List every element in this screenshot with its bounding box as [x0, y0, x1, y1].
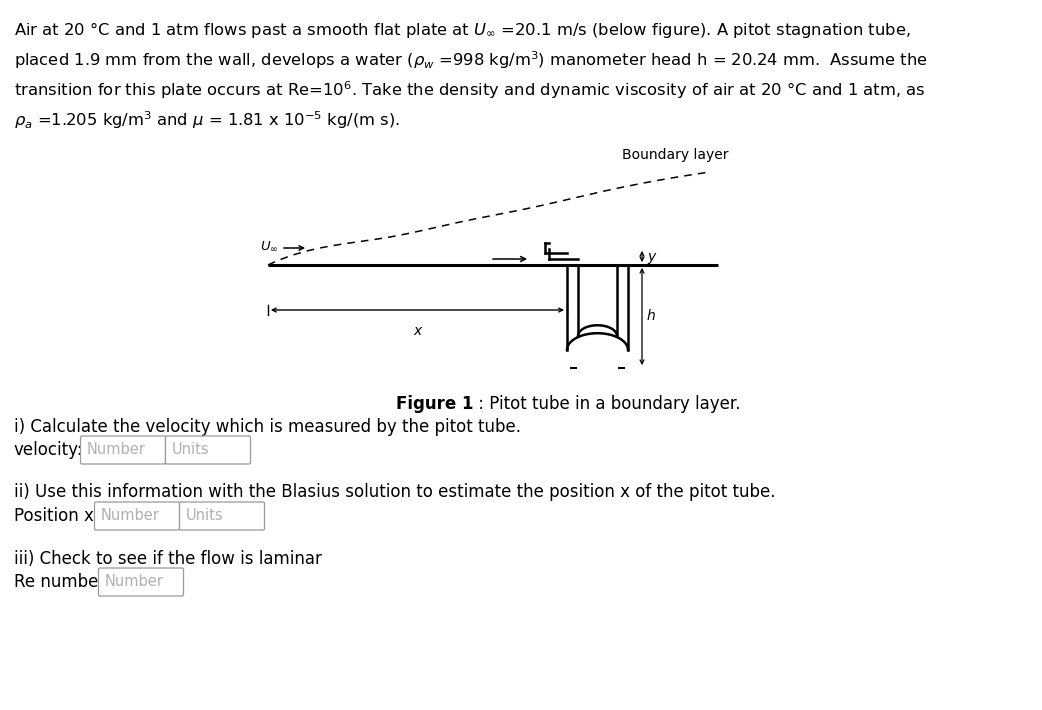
Text: placed 1.9 mm from the wall, develops a water ($\rho_w$ =998 kg/m$^3$) manometer: placed 1.9 mm from the wall, develops a … [14, 49, 927, 71]
Text: $U_\infty$: $U_\infty$ [259, 239, 278, 253]
Text: iii) Check to see if the flow is laminar: iii) Check to see if the flow is laminar [14, 550, 322, 568]
Text: i) Calculate the velocity which is measured by the pitot tube.: i) Calculate the velocity which is measu… [14, 418, 521, 436]
FancyBboxPatch shape [166, 436, 250, 464]
Text: y: y [647, 249, 655, 263]
Text: velocity:: velocity: [14, 441, 83, 459]
Text: Figure 1: Figure 1 [396, 395, 473, 413]
FancyBboxPatch shape [80, 436, 166, 464]
Text: transition for this plate occurs at Re=10$^6$. Take the density and dynamic visc: transition for this plate occurs at Re=1… [14, 79, 925, 101]
Text: Boundary layer: Boundary layer [622, 148, 728, 162]
Text: Units: Units [187, 508, 224, 523]
Text: Number: Number [101, 508, 159, 523]
Text: Air at 20 °C and 1 atm flows past a smooth flat plate at $U_{\infty}$ =20.1 m/s : Air at 20 °C and 1 atm flows past a smoo… [14, 20, 911, 40]
Text: h: h [647, 310, 655, 324]
Text: x: x [414, 324, 422, 338]
FancyBboxPatch shape [95, 502, 179, 530]
Text: $\rho_a$ =1.205 kg/m$^3$ and $\mu$ = 1.81 x 10$^{-5}$ kg/(m s).: $\rho_a$ =1.205 kg/m$^3$ and $\mu$ = 1.8… [14, 109, 400, 131]
Text: Position x:: Position x: [14, 507, 100, 525]
Text: : Pitot tube in a boundary layer.: : Pitot tube in a boundary layer. [473, 395, 741, 413]
Text: ii) Use this information with the Blasius solution to estimate the position x of: ii) Use this information with the Blasiu… [14, 483, 775, 501]
Text: Re number:: Re number: [14, 573, 110, 591]
Text: Units: Units [172, 442, 209, 457]
Text: Number: Number [105, 574, 164, 589]
FancyBboxPatch shape [179, 502, 265, 530]
FancyBboxPatch shape [99, 568, 183, 596]
Text: Number: Number [86, 442, 146, 457]
